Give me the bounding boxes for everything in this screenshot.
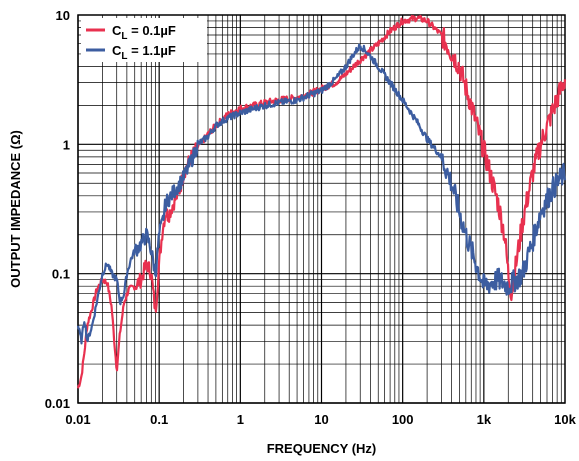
x-tick-label: 1 — [237, 412, 244, 427]
x-tick-label: 1k — [477, 412, 492, 427]
y-tick-label: 1 — [63, 137, 70, 152]
legend-label: CL = 0.1µF — [112, 23, 176, 42]
series-line-2 — [76, 43, 567, 345]
y-tick-labels: 0.01 0.1 1 10 — [45, 8, 70, 411]
series-layer — [76, 14, 567, 389]
y-tick-label: 0.1 — [52, 267, 70, 282]
x-tick-label: 10k — [554, 412, 576, 427]
x-tick-label: 10 — [314, 412, 328, 427]
y-tick-label: 10 — [56, 8, 70, 23]
legend-box — [81, 18, 207, 62]
y-axis-title: OUTPUT IMPEDANCE (Ω) — [8, 130, 23, 288]
x-tick-labels: 0.01 0.1 1 10 100 1k 10k — [65, 412, 576, 427]
x-tick-label: 100 — [392, 412, 414, 427]
y-tick-label: 0.01 — [45, 396, 70, 411]
x-axis-title: FREQUENCY (Hz) — [267, 441, 377, 456]
legend-label: CL = 1.1µF — [112, 43, 176, 62]
x-tick-label: 0.01 — [65, 412, 90, 427]
plot-frame — [77, 14, 566, 404]
x-tick-label: 0.1 — [150, 412, 168, 427]
